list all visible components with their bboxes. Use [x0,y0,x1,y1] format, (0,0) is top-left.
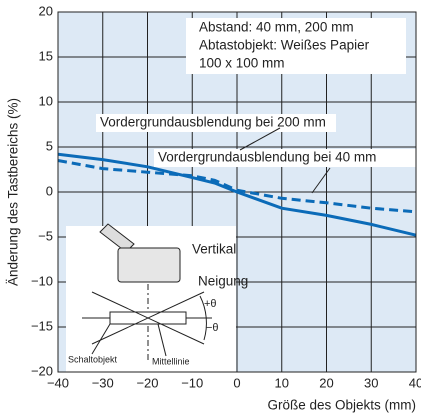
y-tick-label: −15 [31,318,53,333]
x-axis-label: Größe des Objekts (mm) [267,398,416,413]
annotation: Abtastobjekt: Weißes Papier [199,38,370,53]
series-line [57,159,417,214]
annotation: Abstand: 40 mm, 200 mm [199,20,354,35]
y-tick-label: 5 [46,138,53,153]
y-tick-label: −10 [31,273,53,288]
x-tick-label: 10 [275,375,289,390]
diagram-label: +θ [204,298,217,310]
y-tick-label: 10 [39,93,53,108]
y-tick-label: 15 [39,48,53,63]
annotation-box [186,18,406,74]
y-tick-label: 0 [46,183,53,198]
x-tick-label: −10 [181,375,203,390]
y-tick-label: −20 [31,363,53,378]
sensor-diagram [66,223,236,372]
series-label: Vordergrundausblendung bei 40 mm [158,150,376,165]
lines [57,152,417,237]
diagram-label: Vertikal [192,242,236,257]
y-tick-label: 20 [39,3,53,18]
diagram-label: −θ [206,322,219,334]
diagram-label: Schaltobjekt [68,354,118,364]
y-tick-label: −5 [38,228,53,243]
ticks: −40 −30 −20 −10 0 10 20 30 40 −20 −15 −10 −5 0 5 10 15 20 [31,3,421,390]
diagram-label: Neigung [198,274,248,289]
x-tick-label: 40 [409,375,421,390]
x-tick-label: 0 [233,375,240,390]
x-tick-label: 20 [319,375,333,390]
x-tick-label: −30 [92,375,114,390]
annotation: 100 x 100 mm [199,56,285,71]
series-line [57,152,417,237]
x-tick-label: −20 [136,375,158,390]
plot-frame [57,11,417,373]
x-tick-label: −40 [47,375,69,390]
diagram-label: Mittellinie [152,356,190,366]
x-tick-label: 30 [364,375,378,390]
series-label: Vordergrundausblendung bei 200 mm [100,115,326,130]
y-axis-label: Änderung des Tastbereichs (%) [6,98,21,286]
leader [311,167,331,194]
label-box [96,114,336,132]
leader [239,127,281,151]
label-box [154,149,416,167]
